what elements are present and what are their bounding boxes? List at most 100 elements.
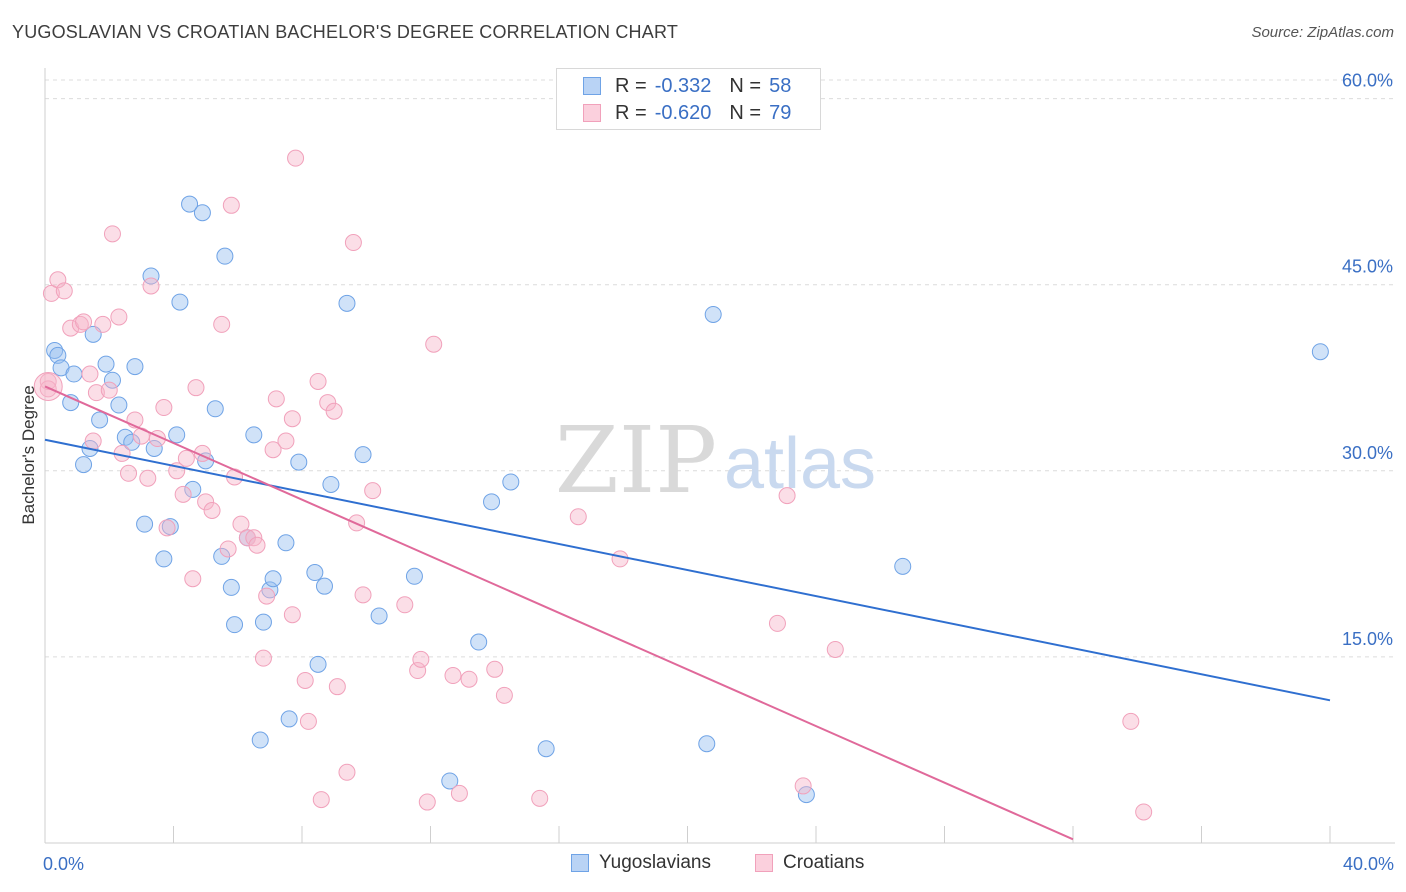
croatian-point xyxy=(1122,712,1140,730)
yugoslavian-point xyxy=(181,195,199,213)
yugoslavian-point xyxy=(136,515,154,533)
croatian-point xyxy=(344,234,362,252)
croatian-point xyxy=(174,485,192,503)
croatian-point xyxy=(258,587,276,605)
yugoslavian-point xyxy=(103,371,121,389)
croatian-point xyxy=(486,660,504,678)
yugoslavian-point xyxy=(315,577,333,595)
yugoslavian-point xyxy=(65,365,83,383)
yugoslavian-point xyxy=(309,655,327,673)
legend-n-value: 79 xyxy=(769,101,792,124)
legend-n-label: N = xyxy=(729,74,762,97)
croatian-point xyxy=(328,678,346,696)
legend-swatch-pink xyxy=(583,104,601,122)
yugoslavian-point xyxy=(370,607,388,625)
series-legend: Yugoslavians Croatians xyxy=(0,852,1406,876)
croatian-point xyxy=(267,390,285,408)
y-axis-label: Bachelor's Degree xyxy=(19,385,38,524)
croatian-point xyxy=(142,277,160,295)
croatian-point xyxy=(283,606,301,624)
croatian-point xyxy=(87,384,105,402)
croatian-point xyxy=(450,784,468,802)
axes xyxy=(44,68,1395,844)
x-tick-label: 40.0% xyxy=(1343,854,1394,874)
yugoslavian-point xyxy=(254,613,272,631)
croatian-point xyxy=(33,371,63,401)
y-tick-label: 60.0% xyxy=(1342,71,1393,91)
x-tick-label: 0.0% xyxy=(43,854,84,874)
legend-r-label: R = xyxy=(615,74,647,97)
yugoslavian-point xyxy=(222,578,240,596)
yugoslavian-point xyxy=(110,396,128,414)
croatian-point xyxy=(110,308,128,326)
croatian-point xyxy=(319,394,337,412)
yugoslavian-point xyxy=(145,439,163,457)
legend-label-croatians: Croatians xyxy=(783,852,865,873)
croatian-point xyxy=(826,640,844,658)
yugoslavian-point xyxy=(168,426,186,444)
legend-item-croatians[interactable]: Croatians xyxy=(755,852,864,874)
croatian-point xyxy=(84,432,102,450)
croatian-point xyxy=(177,449,195,467)
yugoslavian-point xyxy=(245,426,263,444)
yugoslavian-point xyxy=(171,293,189,311)
legend-swatch-blue xyxy=(571,854,589,872)
yugoslavian-point xyxy=(193,204,211,222)
croatian-point xyxy=(338,763,356,781)
croatian-point xyxy=(81,365,99,383)
croatian-point xyxy=(94,315,112,333)
croatian-point xyxy=(158,519,176,537)
yugoslavian-point xyxy=(155,550,173,568)
yugoslavian-point xyxy=(502,473,520,491)
croatian-point xyxy=(409,662,427,680)
croatian-point xyxy=(312,791,330,809)
yugoslavian-point xyxy=(537,740,555,758)
yugoslavian-point xyxy=(75,456,93,474)
croatian-point xyxy=(444,667,462,685)
croatian-point xyxy=(495,686,513,704)
croatian-point xyxy=(103,225,121,243)
croatian-point xyxy=(232,515,250,533)
y-tick-label: 45.0% xyxy=(1342,257,1393,277)
croatian-point xyxy=(354,586,372,604)
yugoslavian-point xyxy=(123,433,141,451)
yugoslavian-point xyxy=(264,570,282,588)
croatian-point xyxy=(100,381,118,399)
yugoslavian-point xyxy=(97,355,115,373)
legend-row-yugoslavians: R = -0.332 N = 58 xyxy=(583,75,791,97)
stats-legend: R = -0.332 N = 58 R = -0.620 N = 79 xyxy=(556,68,821,130)
croatian-trend-line xyxy=(44,385,1074,841)
croatian-point xyxy=(264,441,282,459)
croatian-point xyxy=(460,670,478,688)
yugoslavian-point xyxy=(441,772,459,790)
croatian-point xyxy=(425,335,443,353)
croatian-point xyxy=(296,671,314,689)
croatian-point xyxy=(277,432,295,450)
yugoslavian-point xyxy=(405,567,423,585)
yugoslavian-point xyxy=(251,731,269,749)
chart-title: YUGOSLAVIAN VS CROATIAN BACHELOR'S DEGRE… xyxy=(12,22,679,42)
yugoslavian-point xyxy=(277,534,295,552)
croatian-point xyxy=(611,550,629,568)
croatian-point xyxy=(778,487,796,505)
croatian-point xyxy=(55,282,73,300)
y-tick-label: 15.0% xyxy=(1342,629,1393,649)
trend-lines xyxy=(44,385,1331,841)
legend-item-yugoslavians[interactable]: Yugoslavians xyxy=(571,852,711,874)
croatian-point xyxy=(120,464,138,482)
yugoslavian-point xyxy=(797,786,815,804)
yugoslavian-point xyxy=(470,633,488,651)
legend-swatch-pink xyxy=(755,854,773,872)
croatian-point xyxy=(287,149,305,167)
croatian-point xyxy=(569,508,587,526)
axis-labels: 15.0% 30.0% 45.0% 60.0% 0.0% 40.0% xyxy=(43,71,1394,874)
yugoslavian-point xyxy=(280,710,298,728)
croatian-point xyxy=(71,315,89,333)
yugoslavian-point xyxy=(322,475,340,493)
yugoslavian-point xyxy=(142,267,160,285)
legend-row-croatians: R = -0.620 N = 79 xyxy=(583,102,791,124)
croatian-point xyxy=(187,379,205,397)
croatian-point xyxy=(203,502,221,520)
yugoslavian-point xyxy=(126,358,144,376)
croatian-point xyxy=(42,284,60,302)
